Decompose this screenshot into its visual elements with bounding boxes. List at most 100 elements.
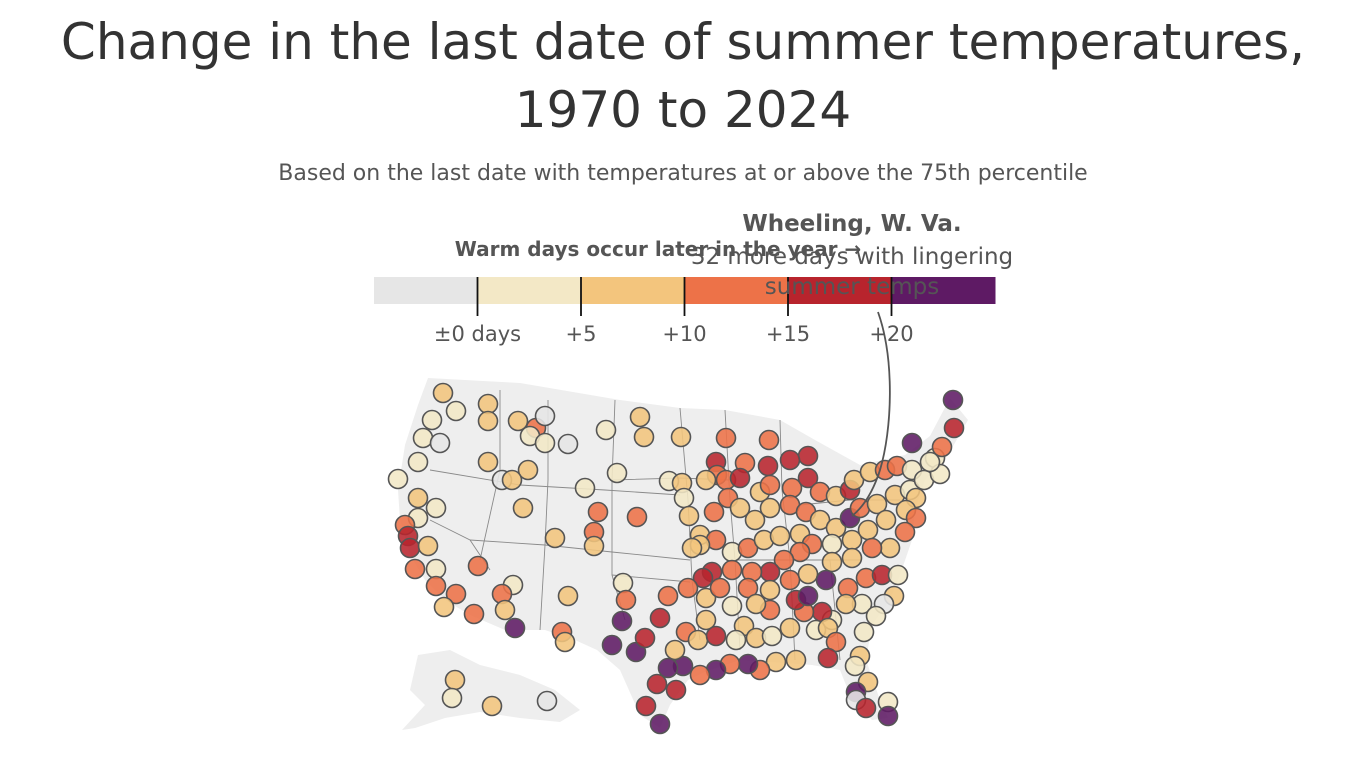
- city-marker: [673, 487, 695, 509]
- city-marker: [494, 599, 516, 621]
- city-marker: [657, 657, 679, 679]
- city-marker: [512, 497, 534, 519]
- city-marker: [554, 631, 576, 653]
- city-marker: [779, 449, 801, 471]
- city-marker: [715, 427, 737, 449]
- city-marker: [779, 617, 801, 639]
- city-marker: [857, 519, 879, 541]
- city-marker: [504, 617, 526, 639]
- legend-tick-label: +5: [566, 322, 597, 346]
- city-marker: [557, 433, 579, 455]
- city-marker: [709, 577, 731, 599]
- city-marker: [583, 535, 605, 557]
- city-marker: [919, 451, 941, 473]
- annotation-line-2: summer temps: [765, 274, 939, 300]
- city-marker: [817, 647, 839, 669]
- city-marker: [649, 713, 671, 735]
- city-marker: [544, 527, 566, 549]
- city-marker: [692, 567, 714, 589]
- city-marker: [481, 695, 503, 717]
- city-marker: [789, 541, 811, 563]
- city-marker: [611, 610, 633, 632]
- city-marker: [417, 535, 439, 557]
- city-marker: [441, 687, 463, 709]
- legend-tick-label: +20: [869, 322, 913, 346]
- city-marker: [557, 585, 579, 607]
- legend-header: Warm days occur later in the year →: [455, 237, 862, 261]
- city-marker: [757, 455, 779, 477]
- city-marker: [534, 432, 556, 454]
- annotation-leader-line: [851, 311, 891, 517]
- city-marker: [629, 406, 651, 428]
- chart-title: Change in the last date of summer temper…: [60, 13, 1306, 139]
- city-marker: [866, 493, 888, 515]
- city-marker: [737, 577, 759, 599]
- city-marker: [887, 564, 909, 586]
- city-marker: [875, 509, 897, 531]
- city-marker: [507, 410, 529, 432]
- legend-bin-5: [891, 277, 996, 304]
- city-marker: [517, 459, 539, 481]
- city-marker: [758, 429, 780, 451]
- city-marker: [844, 655, 866, 677]
- color-legend: ±0 days +5 +10 +15 +20 Warm days occur later…: [374, 237, 996, 346]
- city-marker: [737, 537, 759, 559]
- city-marker: [463, 603, 485, 625]
- annotation-line-1: 32 more days with lingering: [691, 244, 1013, 270]
- city-marker: [809, 509, 831, 531]
- city-marker: [445, 400, 467, 422]
- city-marker: [601, 634, 623, 656]
- city-marker: [737, 653, 759, 675]
- legend-bin-2: [581, 277, 685, 304]
- city-marker: [721, 595, 743, 617]
- annotation-place: Wheeling, W. Va.: [742, 211, 961, 237]
- city-marker: [633, 426, 655, 448]
- city-marker: [626, 506, 648, 528]
- city-marker: [841, 547, 863, 569]
- city-marker: [759, 497, 781, 519]
- city-marker: [399, 537, 421, 559]
- city-marker: [703, 501, 725, 523]
- city-marker: [657, 585, 679, 607]
- city-marker: [729, 497, 751, 519]
- city-marker: [425, 575, 447, 597]
- city-markers: [387, 382, 965, 735]
- city-marker: [425, 558, 447, 580]
- city-marker: [467, 555, 489, 577]
- city-marker: [725, 629, 747, 651]
- city-marker: [759, 474, 781, 496]
- city-marker: [931, 436, 953, 458]
- city-marker: [879, 537, 901, 559]
- city-marker: [815, 569, 837, 591]
- legend-tick-label: ±0 days: [434, 322, 521, 346]
- city-marker: [635, 695, 657, 717]
- city-marker: [821, 533, 843, 555]
- city-marker: [678, 505, 700, 527]
- city-marker: [689, 664, 711, 686]
- city-marker: [387, 468, 409, 490]
- city-marker: [649, 607, 671, 629]
- city-marker: [785, 649, 807, 671]
- wheeling-annotation: Wheeling, W. Va. 32 more days with linge…: [691, 211, 1013, 517]
- city-marker: [835, 593, 857, 615]
- city-marker: [695, 469, 717, 491]
- city-marker: [797, 467, 819, 489]
- city-marker: [407, 487, 429, 509]
- city-marker: [421, 409, 443, 431]
- city-marker: [729, 467, 751, 489]
- city-marker: [407, 451, 429, 473]
- city-marker: [615, 589, 637, 611]
- city-marker: [744, 509, 766, 531]
- chart-subtitle: Based on the last date with temperatures…: [278, 161, 1088, 186]
- city-marker: [687, 629, 709, 651]
- city-marker: [773, 549, 795, 571]
- city-marker: [412, 427, 434, 449]
- city-marker: [425, 497, 447, 519]
- city-marker: [432, 382, 454, 404]
- city-marker: [587, 501, 609, 523]
- city-marker: [779, 569, 801, 591]
- alaska-hawaii-shape: [402, 650, 580, 730]
- city-marker: [501, 469, 523, 491]
- city-marker: [877, 705, 899, 727]
